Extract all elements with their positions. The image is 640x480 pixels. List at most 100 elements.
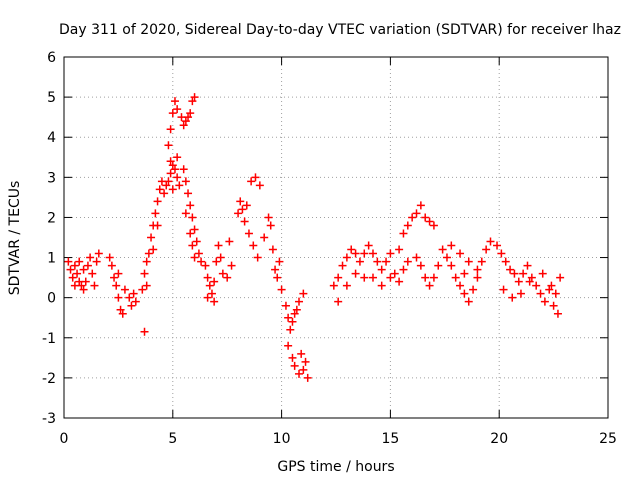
data-point xyxy=(303,373,312,382)
data-point xyxy=(473,273,482,282)
data-point xyxy=(140,269,149,278)
data-point xyxy=(75,257,84,266)
y-tick-label: -1 xyxy=(42,331,56,347)
data-point xyxy=(412,209,421,218)
data-point xyxy=(168,185,177,194)
data-point xyxy=(288,353,297,362)
data-point xyxy=(538,269,547,278)
data-point xyxy=(288,317,297,326)
data-point xyxy=(519,269,528,278)
data-point xyxy=(64,257,73,266)
data-point xyxy=(190,253,199,262)
data-point xyxy=(395,245,404,254)
data-point xyxy=(260,233,269,242)
data-point xyxy=(253,253,262,262)
data-point xyxy=(351,269,360,278)
data-point xyxy=(525,277,534,286)
data-point xyxy=(556,273,565,282)
data-point xyxy=(275,257,284,266)
data-point xyxy=(114,293,123,302)
x-axis-label: GPS time / hours xyxy=(277,459,394,475)
y-tick-label: 1 xyxy=(47,251,56,267)
data-point xyxy=(88,269,97,278)
data-point xyxy=(429,221,438,230)
data-point xyxy=(184,113,193,122)
data-point xyxy=(118,309,127,318)
data-point xyxy=(523,261,532,270)
data-point xyxy=(364,241,373,250)
grid-lines xyxy=(64,57,608,418)
data-point xyxy=(408,213,417,222)
data-point xyxy=(271,265,280,274)
data-point xyxy=(160,189,169,198)
data-point xyxy=(536,289,545,298)
data-point xyxy=(186,229,195,238)
data-point xyxy=(66,265,75,274)
y-tick-label: 2 xyxy=(47,210,56,226)
data-point xyxy=(284,313,293,322)
data-point xyxy=(460,289,469,298)
data-point xyxy=(532,281,541,290)
data-point xyxy=(399,229,408,238)
data-point xyxy=(210,277,219,286)
data-point xyxy=(197,257,206,266)
data-point xyxy=(212,257,221,266)
data-point xyxy=(295,369,304,378)
data-point xyxy=(482,245,491,254)
data-point xyxy=(506,265,515,274)
data-point xyxy=(138,285,147,294)
data-point xyxy=(218,269,227,278)
data-point xyxy=(192,237,201,246)
data-point xyxy=(234,209,243,218)
data-point xyxy=(338,261,347,270)
plot-frame xyxy=(63,56,609,419)
data-point xyxy=(329,281,338,290)
data-point xyxy=(460,269,469,278)
data-point xyxy=(223,273,232,282)
data-point xyxy=(297,349,306,358)
data-point xyxy=(368,273,377,282)
data-point xyxy=(73,269,82,278)
data-point xyxy=(179,121,188,130)
data-point xyxy=(347,245,356,254)
data-point xyxy=(207,289,216,298)
y-tick-label: -3 xyxy=(42,411,56,427)
data-points xyxy=(64,93,565,382)
data-point xyxy=(240,217,249,226)
data-point xyxy=(281,301,290,310)
y-tick-label: 3 xyxy=(47,170,56,186)
data-point xyxy=(493,241,502,250)
data-point xyxy=(92,257,101,266)
data-point xyxy=(368,249,377,258)
data-point xyxy=(166,157,175,166)
data-point xyxy=(299,289,308,298)
data-point xyxy=(216,253,225,262)
data-point xyxy=(299,365,308,374)
data-point xyxy=(116,305,125,314)
axes: -3 -2 -1 0 1 2 3 4 5 6 0 5 10 15 20 25 xyxy=(42,50,617,447)
x-tick-label: 15 xyxy=(381,431,399,447)
data-point xyxy=(175,181,184,190)
data-point xyxy=(68,273,77,282)
data-point xyxy=(173,105,182,114)
data-point xyxy=(184,189,193,198)
data-point xyxy=(170,97,179,106)
data-point xyxy=(499,285,508,294)
data-point xyxy=(70,281,79,290)
data-point xyxy=(249,241,258,250)
data-point xyxy=(242,201,251,210)
data-point xyxy=(168,161,177,170)
data-point xyxy=(403,257,412,266)
data-point xyxy=(127,301,136,310)
data-point xyxy=(142,281,151,290)
data-point xyxy=(416,261,425,270)
data-point xyxy=(456,281,465,290)
data-point xyxy=(251,173,260,182)
data-point xyxy=(125,293,134,302)
data-point xyxy=(70,261,79,270)
data-point xyxy=(355,257,364,266)
data-point xyxy=(170,165,179,174)
data-point xyxy=(553,309,562,318)
data-point xyxy=(403,221,412,230)
